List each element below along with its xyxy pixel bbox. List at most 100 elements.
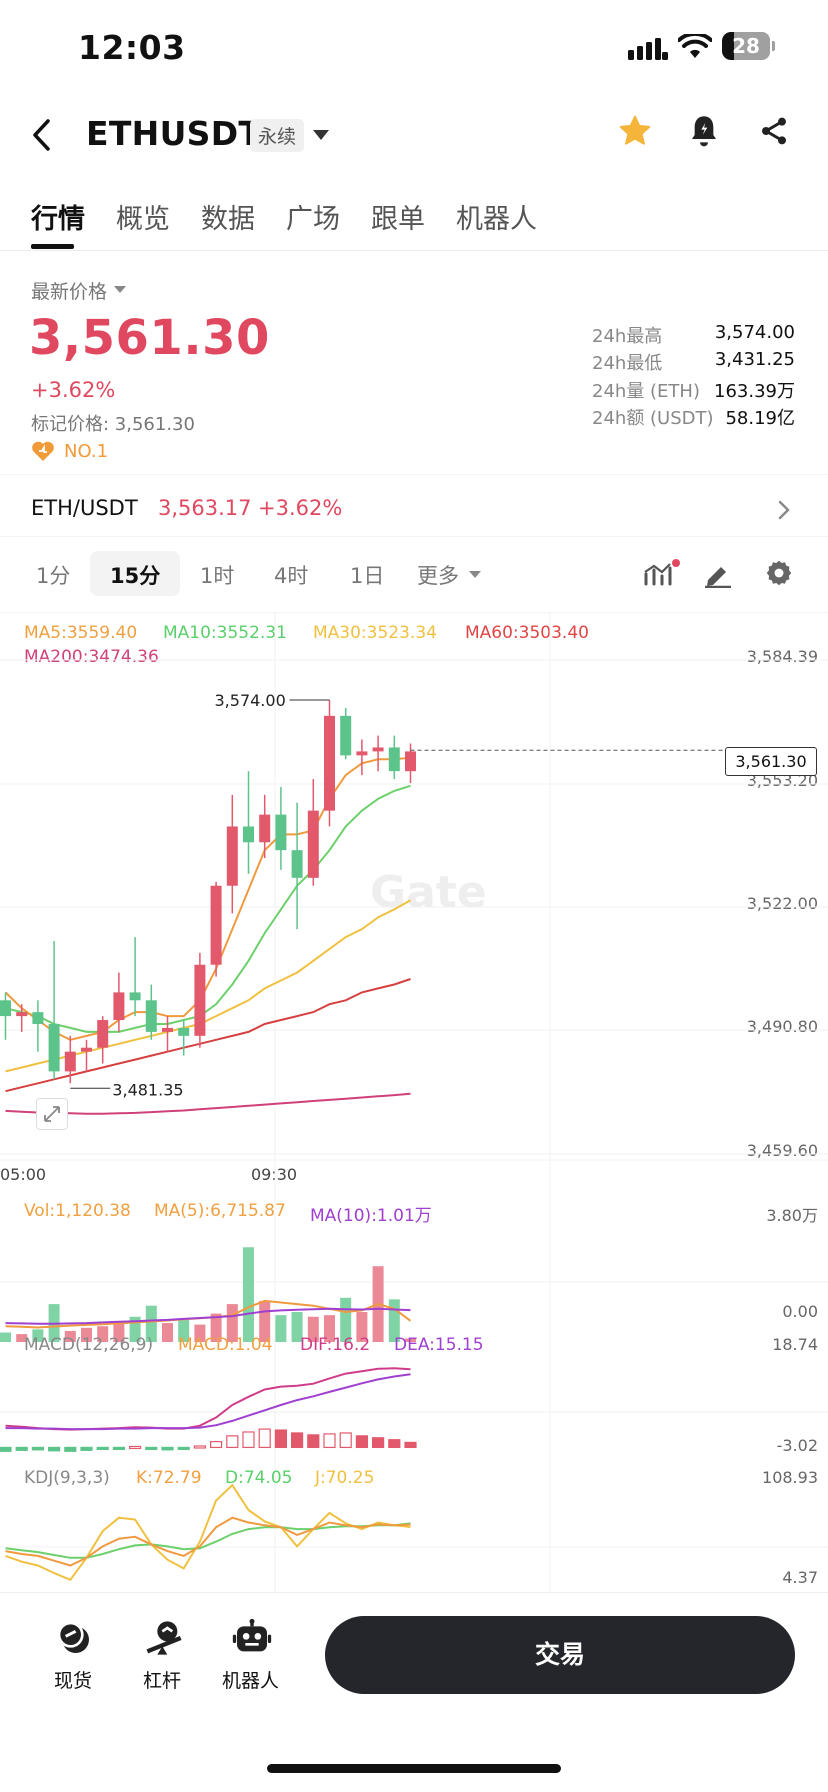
drawing-pen-icon[interactable] <box>703 560 733 588</box>
candle-body-25 <box>405 751 416 772</box>
robot-icon <box>232 1618 272 1652</box>
macd-dea-label: DEA:15.15 <box>394 1335 484 1355</box>
volume-bar-17 <box>275 1315 287 1342</box>
tab-overview[interactable]: 概览 <box>116 204 170 235</box>
volume-bar-16 <box>259 1300 271 1342</box>
stat-label-low: 24h最低 <box>592 353 663 374</box>
spot-change: +3.62% <box>258 496 343 520</box>
pair-dropdown-icon[interactable] <box>313 130 329 140</box>
macd-hist-12 <box>193 1445 206 1449</box>
interval-1h[interactable]: 1时 <box>200 564 235 588</box>
share-icon[interactable] <box>758 115 790 147</box>
chart-settings-gear-icon[interactable] <box>765 559 793 587</box>
price-alert-bell-icon[interactable] <box>688 113 720 149</box>
last-price: 3,561.30 <box>29 310 270 366</box>
price-change: +3.62% <box>31 378 116 402</box>
battery-cap <box>772 41 775 51</box>
latest-price-label[interactable]: 最新价格 <box>31 281 108 303</box>
nav-spot[interactable]: 现货 <box>42 1612 102 1692</box>
chevron-right-icon[interactable] <box>777 499 791 521</box>
interval-more[interactable]: 更多 <box>417 564 459 588</box>
candle-5 <box>81 1039 92 1072</box>
current-price-marker: 3,561.30 <box>725 747 817 776</box>
stat-label-high: 24h最高 <box>592 326 663 347</box>
y-tick-4: 3,459.60 <box>746 1141 818 1160</box>
candle-1 <box>16 1004 28 1032</box>
tab-square[interactable]: 广场 <box>286 204 340 235</box>
margin-lever-icon <box>146 1621 182 1655</box>
ma5-label: MA5:3559.40 <box>24 623 138 643</box>
pair-title[interactable]: ETHUSDT <box>86 114 262 153</box>
interval-4h[interactable]: 4时 <box>274 564 309 588</box>
macd-hist-25 <box>404 1441 417 1449</box>
macd-hist-10 <box>161 1446 174 1451</box>
kline-chart[interactable]: Gate 3,574.00 3,481.35 <box>0 612 828 1592</box>
ma200-label: MA200:3474.36 <box>24 647 159 667</box>
candle-20 <box>324 700 335 827</box>
bottom-divider <box>0 1592 828 1593</box>
macd-hist-0 <box>0 1446 12 1452</box>
candle-21 <box>340 707 352 760</box>
macd-hist-6 <box>96 1446 109 1451</box>
nav-bots[interactable]: 机器人 <box>220 1612 300 1692</box>
volume-bar-19 <box>307 1316 319 1342</box>
macd-hist-18 <box>291 1432 304 1449</box>
candle-6 <box>97 1016 109 1064</box>
candle-body-23 <box>372 747 384 752</box>
selected-interval-bg <box>90 551 180 596</box>
price-divider <box>0 474 828 475</box>
tab-copy-trading[interactable]: 跟单 <box>371 204 425 235</box>
candle-10 <box>162 1016 173 1052</box>
tab-bots[interactable]: 机器人 <box>456 204 537 235</box>
indicators-icon[interactable] <box>642 558 682 588</box>
tabs-divider <box>0 250 828 251</box>
tab-data[interactable]: 数据 <box>201 204 255 235</box>
macd-hist-7 <box>112 1446 126 1451</box>
macd-hist-5 <box>80 1446 93 1451</box>
ma30-label: MA30:3523.34 <box>313 623 437 643</box>
candle-body-6 <box>97 1020 109 1048</box>
back-arrow-icon[interactable] <box>30 118 54 152</box>
tab-market[interactable]: 行情 <box>31 204 85 235</box>
interval-15m[interactable]: 15分 <box>110 564 161 588</box>
candle-body-3 <box>48 1023 60 1072</box>
candle-15 <box>243 771 254 874</box>
volume-bar-2 <box>32 1329 44 1342</box>
spot-pair: ETH/USDT <box>31 496 138 520</box>
nav-bots-label: 机器人 <box>222 1670 280 1692</box>
interval-1m[interactable]: 1分 <box>36 564 71 588</box>
macd-hist-3 <box>47 1446 61 1452</box>
volume-bar-5 <box>81 1327 92 1342</box>
stat-value-low: 3,431.25 <box>714 349 795 370</box>
candle-22 <box>356 739 368 776</box>
price-type-dropdown-icon[interactable] <box>114 286 126 293</box>
stat-label-volume: 24h量 (ETH) <box>592 381 700 402</box>
candle-body-7 <box>113 992 125 1021</box>
candle-24 <box>388 735 400 780</box>
trade-button[interactable]: 交易 <box>325 1616 795 1694</box>
watermark-logo: Gate <box>370 867 487 918</box>
candle-body-9 <box>145 1000 157 1032</box>
rank-badge: NO.1 <box>64 441 109 462</box>
interval-1d[interactable]: 1日 <box>350 564 385 588</box>
home-indicator <box>267 1764 561 1773</box>
interval-divider <box>0 612 828 613</box>
spot-price: 3,563.17 <box>158 496 252 520</box>
volume-bar-6 <box>97 1326 109 1342</box>
favorite-star-icon[interactable] <box>617 113 653 149</box>
macd-hist-13 <box>210 1441 223 1449</box>
stat-label-turnover: 24h额 (USDT) <box>592 408 714 429</box>
expand-icon <box>44 1106 60 1122</box>
nav-margin[interactable]: 杠杆 <box>132 1612 192 1692</box>
volume-bar-15 <box>243 1247 254 1342</box>
candle-body-20 <box>324 715 335 811</box>
wifi-icon <box>678 34 712 58</box>
candle-7 <box>113 972 125 1032</box>
volume-bar-8 <box>129 1316 141 1342</box>
kdj-title: KDJ(9,3,3) <box>24 1468 110 1488</box>
candle-8 <box>129 937 141 1017</box>
fullscreen-button[interactable] <box>36 1098 68 1130</box>
macd-hist-21 <box>339 1432 352 1449</box>
kdj-d-line <box>5 1522 411 1559</box>
nav-spot-label: 现货 <box>54 1670 93 1692</box>
